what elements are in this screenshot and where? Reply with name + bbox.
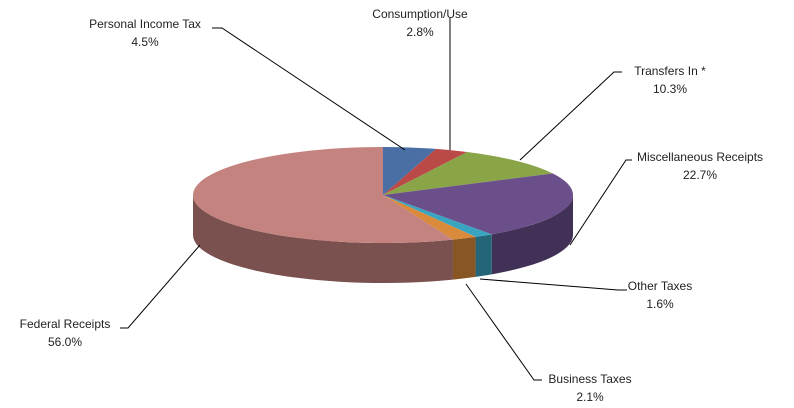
pie-side (491, 195, 573, 275)
value-label: 2.1% (576, 390, 604, 404)
value-label: 10.3% (653, 82, 687, 96)
category-label: Miscellaneous Receipts (637, 150, 763, 164)
leader-line (519, 71, 622, 161)
pie-slice (383, 147, 437, 195)
pie-side (475, 234, 492, 277)
labels: Personal Income Tax 4.5% Consumption/Use 2.… (20, 7, 763, 404)
category-label: Consumption/Use (372, 7, 468, 21)
value-label: 1.6% (646, 297, 674, 311)
pie-tops (193, 147, 574, 244)
leader-line (120, 244, 201, 329)
category-label: Business Taxes (548, 372, 631, 386)
leader-line (479, 278, 627, 291)
value-label: 4.5% (131, 35, 159, 49)
leader-line (569, 159, 632, 246)
pie-slice (383, 151, 553, 195)
pie-slice (193, 147, 453, 244)
value-label: 56.0% (48, 335, 82, 349)
category-label: Federal Receipts (20, 317, 111, 331)
value-label: 22.7% (683, 168, 717, 182)
pie-slice (383, 195, 492, 237)
pie-slice (383, 195, 476, 240)
category-label: Personal Income Tax (89, 17, 201, 31)
pie-slice (383, 148, 468, 195)
category-label: Transfers In * (634, 64, 706, 78)
value-label: 2.8% (406, 25, 434, 39)
category-label: Other Taxes (628, 279, 692, 293)
pie-side (193, 195, 453, 284)
leader-line (465, 283, 542, 381)
pie-slice (383, 173, 574, 235)
pie-sides (193, 195, 573, 284)
pie-side (452, 236, 476, 280)
leader-line (212, 27, 406, 151)
